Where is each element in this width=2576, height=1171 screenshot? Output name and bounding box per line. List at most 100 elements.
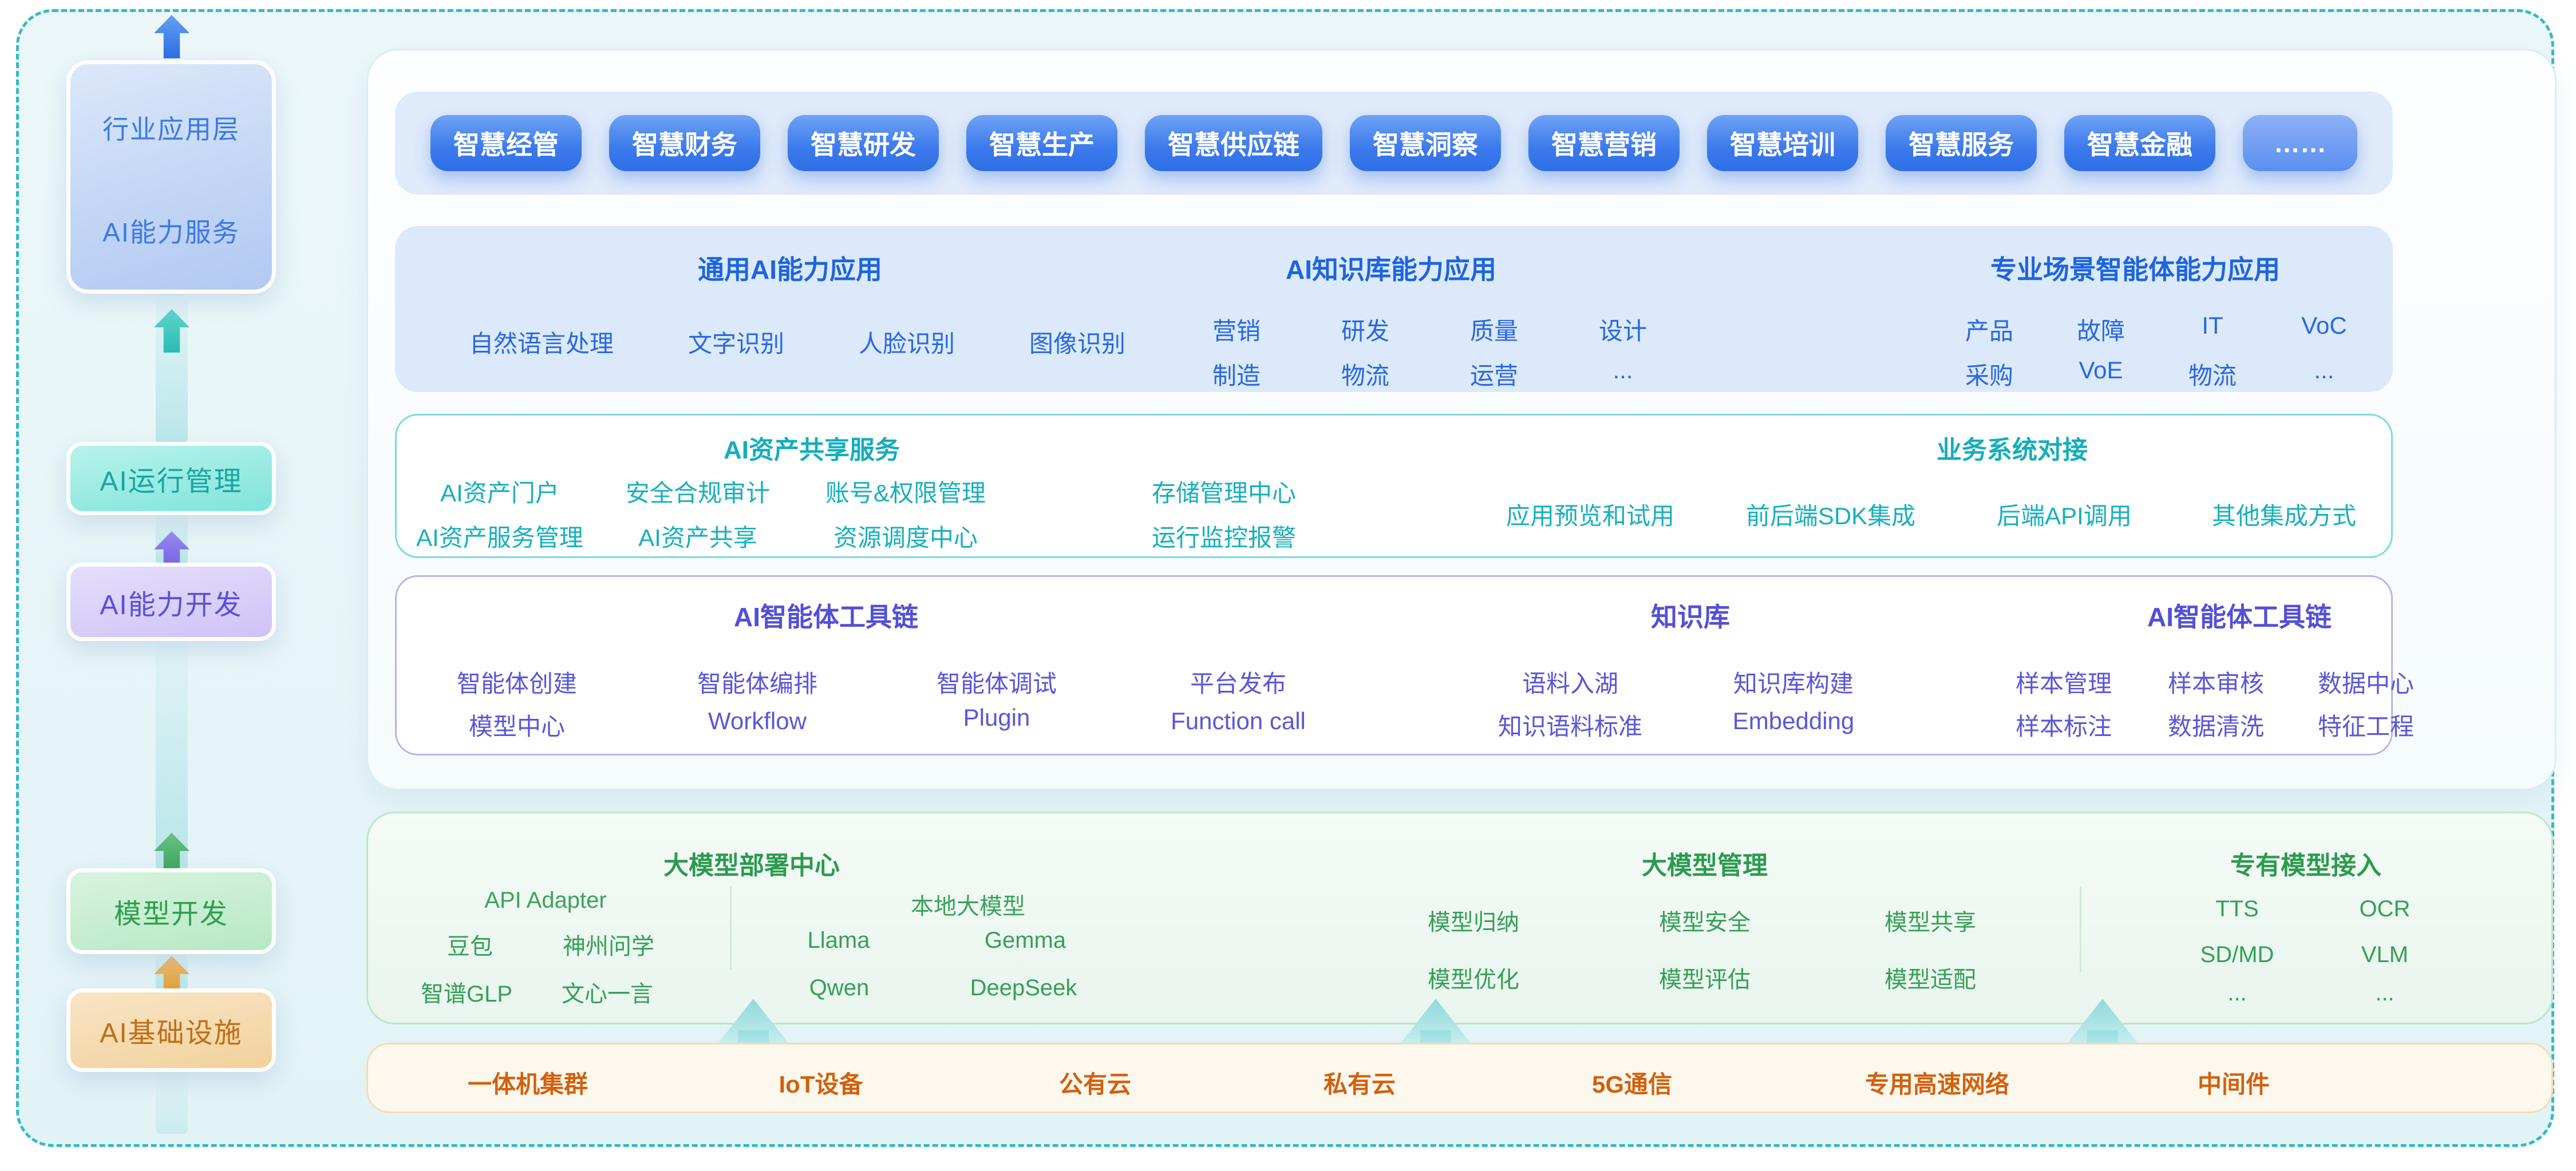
infra-item: 中间件	[2197, 1071, 2270, 1098]
capability-item: 智能体调试	[936, 670, 1057, 697]
model-item: 模型适配	[1884, 967, 1976, 992]
model-item: 模型共享	[1884, 910, 1976, 935]
capability-item: 平台发布	[1190, 670, 1287, 697]
capability-item: AI资产共享	[638, 524, 757, 551]
group-title: 专业场景智能体能力应用	[1990, 255, 2280, 284]
infra-item: 一体机集群	[467, 1071, 588, 1098]
capability-item: 自然语言处理	[469, 330, 614, 357]
model-item: Qwen	[809, 975, 870, 1000]
layer-label: AI基础设施	[100, 1018, 243, 1049]
subgroup-title: API Adapter	[484, 888, 607, 913]
model-item: DeepSeek	[970, 975, 1077, 1000]
scenario-pill: 智慧金融	[2064, 115, 2215, 171]
flow-shaft	[156, 1072, 188, 1134]
capability-item: 设计	[1598, 318, 1647, 345]
group-title: AI智能体工具链	[734, 602, 918, 632]
model-item: 神州问学	[563, 934, 654, 959]
scenario-pill: 智慧培训	[1707, 115, 1858, 171]
scenario-pill: 智慧经管	[430, 115, 582, 171]
capability-item: 物流	[1341, 362, 1390, 389]
scenario-pill: 智慧供应链	[1145, 115, 1322, 171]
capability-item: VoC	[2301, 312, 2347, 339]
group-title: 知识库	[1651, 602, 1730, 632]
group-title: 大模型管理	[1642, 852, 1768, 880]
section-model-platform: 大模型部署中心 API Adapter 本地大模型 豆包 神州问学 智谱GLP …	[366, 812, 2553, 1024]
model-item: SD/MD	[2200, 942, 2274, 967]
model-item: 模型评估	[1659, 967, 1751, 992]
capability-item: 图像识别	[1029, 330, 1126, 357]
capability-item: ...	[2314, 357, 2334, 383]
divider	[730, 887, 732, 970]
capability-item: 账号&权限管理	[825, 480, 986, 507]
capability-item: 产品	[1965, 318, 2014, 345]
capability-item: 知识语料标准	[1498, 713, 1643, 740]
capability-item: 运营	[1469, 362, 1519, 389]
capability-item: Embedding	[1732, 707, 1855, 734]
scenario-pill: 智慧研发	[788, 115, 939, 171]
capability-item: 资源调度中心	[833, 524, 978, 551]
capability-item: 语料入湖	[1522, 670, 1619, 697]
group-title: AI智能体工具链	[2147, 602, 2332, 632]
model-item: Llama	[807, 928, 870, 953]
capability-item: Function call	[1171, 707, 1306, 734]
layer-box-model-dev: 模型开发	[66, 868, 276, 954]
model-item: OCR	[2359, 896, 2411, 921]
capability-item: 智能体创建	[456, 670, 578, 697]
group-title: 通用AI能力应用	[698, 255, 882, 284]
model-item: Gemma	[984, 928, 1066, 953]
capability-item: 样本标注	[2015, 713, 2112, 740]
capability-item: Workflow	[708, 707, 807, 734]
capability-item: 智能体编排	[697, 670, 818, 697]
infra-item: 专用高速网络	[1864, 1071, 2010, 1098]
capability-item: 模型中心	[468, 713, 566, 740]
capability-item: 采购	[1965, 362, 2014, 389]
section-ai-capability-apps: 通用AI能力应用 自然语言处理 文字识别 人脸识别 图像识别 AI知识库能力应用…	[395, 226, 2393, 392]
model-item: 模型归纳	[1428, 910, 1519, 935]
group-title: 业务系统对接	[1937, 436, 2088, 464]
layer-label: 行业应用层	[102, 114, 240, 144]
model-item: ...	[2375, 980, 2395, 1006]
model-item: 模型优化	[1428, 967, 1519, 992]
group-title: AI资产共享服务	[724, 436, 900, 464]
infra-item: 公有云	[1058, 1071, 1132, 1098]
capability-item: 应用预览和试用	[1506, 503, 1675, 529]
capability-item: 质量	[1469, 318, 1519, 345]
capability-item: Plugin	[963, 704, 1030, 731]
section-infrastructure: 一体机集群 IoT设备 公有云 私有云 5G通信 专用高速网络 中间件	[366, 1043, 2553, 1113]
subgroup-title: 本地大模型	[911, 894, 1025, 919]
layer-box-ai-dev: AI能力开发	[66, 563, 276, 641]
capability-item: 物流	[2188, 362, 2237, 389]
capability-item: VoE	[2079, 357, 2123, 383]
model-item: 文心一言	[562, 982, 653, 1007]
capability-item: 安全合规审计	[625, 480, 771, 507]
capability-item: 研发	[1341, 318, 1390, 345]
scenario-pill: 智慧生产	[966, 115, 1117, 171]
section-ai-asset-sharing: AI资产共享服务 AI资产门户 安全合规审计 账号&权限管理 存储管理中心 AI…	[395, 414, 2393, 558]
layer-label: AI能力服务	[102, 217, 240, 247]
capability-item: 营销	[1212, 318, 1261, 345]
capability-item: AI资产门户	[440, 480, 559, 507]
scenario-pills-row: 智慧经管 智慧财务 智慧研发 智慧生产 智慧供应链 智慧洞察 智慧营销 智慧培训…	[395, 92, 2393, 195]
group-title: 专有模型接入	[2230, 852, 2381, 880]
capability-item: 运行监控报警	[1151, 524, 1297, 551]
scenario-pill: 智慧财务	[609, 115, 760, 171]
model-item: TTS	[2215, 896, 2259, 921]
scenario-pill: 智慧洞察	[1350, 115, 1501, 171]
layer-box-industry-app: 行业应用层 AI能力服务	[66, 60, 276, 294]
scenario-pill: 智慧服务	[1886, 115, 2037, 171]
model-item: 智谱GLP	[420, 982, 513, 1007]
divider	[2080, 887, 2081, 972]
layer-label: AI运行管理	[100, 466, 243, 497]
model-item: 模型安全	[1659, 910, 1751, 935]
flow-shaft	[156, 641, 188, 870]
group-title: AI知识库能力应用	[1286, 255, 1496, 284]
capability-item: AI资产服务管理	[416, 524, 583, 551]
capability-item: 存储管理中心	[1151, 480, 1297, 507]
capability-item: 前后端SDK集成	[1745, 503, 1916, 529]
group-title: 大模型部署中心	[663, 852, 840, 880]
model-item: 豆包	[447, 934, 493, 959]
capability-item: 样本管理	[2015, 670, 2112, 697]
scenario-pill: 智慧营销	[1528, 115, 1680, 171]
layer-box-ai-ops: AI运行管理	[66, 442, 276, 515]
